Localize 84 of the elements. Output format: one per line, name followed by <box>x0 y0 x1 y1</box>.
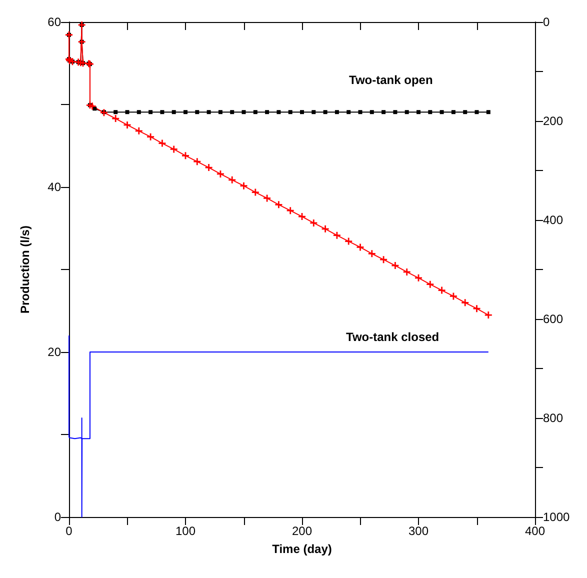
point <box>322 225 329 232</box>
point <box>368 250 376 258</box>
point <box>438 286 446 294</box>
point <box>242 110 246 114</box>
point <box>240 182 248 190</box>
x-axis-title: Time (day) <box>272 542 332 556</box>
point <box>334 110 339 114</box>
point <box>403 268 410 276</box>
point <box>462 299 469 306</box>
point <box>182 152 189 160</box>
point <box>312 110 316 114</box>
x-tick-label: 0 <box>66 524 73 538</box>
point <box>253 110 258 114</box>
point <box>392 262 399 270</box>
point <box>310 219 318 226</box>
y-tick-label: 40 <box>48 180 62 194</box>
point <box>135 127 142 134</box>
y2-tick-label: 0 <box>543 15 550 29</box>
point <box>426 280 434 288</box>
point <box>147 133 154 140</box>
x-tick-label: 300 <box>408 524 429 538</box>
point <box>382 110 386 114</box>
point <box>170 146 178 153</box>
x-tick-label: 400 <box>524 524 546 538</box>
annotation: Two-tank closed <box>346 330 440 344</box>
point <box>484 312 492 319</box>
point <box>346 110 351 114</box>
point <box>195 110 200 114</box>
y2-tick-label: 600 <box>543 312 564 326</box>
point <box>440 110 444 114</box>
point <box>356 244 364 251</box>
point <box>275 201 282 208</box>
point <box>136 110 141 114</box>
point <box>463 110 468 114</box>
point <box>228 176 236 184</box>
point <box>333 232 340 239</box>
point <box>300 110 304 114</box>
point <box>218 110 222 114</box>
point <box>148 110 153 114</box>
y2-tick-label: 200 <box>543 114 564 128</box>
point <box>416 110 420 114</box>
y2-tick-label: 800 <box>543 411 564 425</box>
point <box>288 110 292 114</box>
point <box>205 164 212 172</box>
point <box>345 238 352 245</box>
point <box>358 110 362 114</box>
point <box>323 110 328 114</box>
point <box>450 292 457 300</box>
point <box>370 110 374 114</box>
y-tick-label: 60 <box>48 15 62 29</box>
x-tick-label: 200 <box>292 524 312 538</box>
y-tick-label: 20 <box>48 345 62 359</box>
y-tick-label: 0 <box>54 510 62 524</box>
point <box>206 110 211 114</box>
y2-tick-label: 400 <box>543 213 564 227</box>
point <box>124 121 131 128</box>
x-tick-label: 100 <box>175 524 196 538</box>
point <box>404 110 409 114</box>
point <box>160 110 164 114</box>
point <box>428 110 432 114</box>
point <box>486 110 490 114</box>
point <box>125 110 130 114</box>
point <box>451 110 456 114</box>
y2-tick-label: 1000 <box>543 510 570 524</box>
point <box>230 110 234 114</box>
point <box>114 110 118 114</box>
y-axis-title: Production (l/s) <box>18 226 32 314</box>
annotation: Two-tank open <box>349 73 433 87</box>
point <box>380 256 388 264</box>
point <box>112 115 120 122</box>
point <box>276 110 281 114</box>
point <box>172 110 176 114</box>
point <box>88 102 96 110</box>
point <box>158 140 166 147</box>
point <box>194 158 201 166</box>
point <box>265 110 270 114</box>
point <box>415 274 422 282</box>
point <box>474 110 479 114</box>
point <box>473 305 480 312</box>
point <box>286 207 294 214</box>
point <box>184 110 188 114</box>
point <box>252 188 259 196</box>
point <box>264 194 271 202</box>
point <box>393 110 398 114</box>
